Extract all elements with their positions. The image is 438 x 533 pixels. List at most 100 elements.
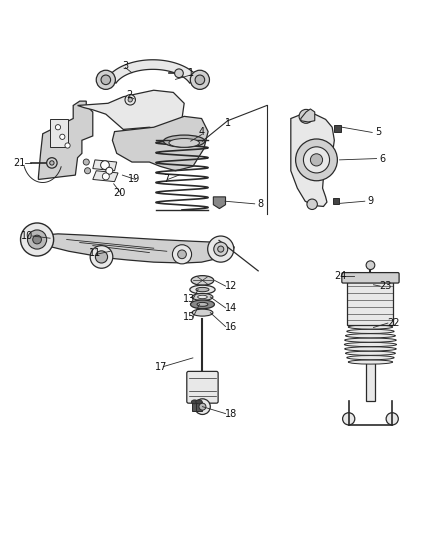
Ellipse shape [190, 285, 215, 294]
Polygon shape [291, 114, 334, 206]
Text: 6: 6 [379, 154, 385, 164]
Ellipse shape [169, 139, 199, 147]
Bar [347, 282, 393, 325]
Ellipse shape [191, 276, 214, 285]
Polygon shape [39, 101, 93, 180]
FancyBboxPatch shape [187, 372, 218, 403]
Circle shape [106, 167, 113, 174]
Ellipse shape [196, 400, 202, 404]
Text: 22: 22 [387, 318, 399, 328]
Ellipse shape [346, 334, 396, 338]
Circle shape [125, 94, 135, 105]
Circle shape [28, 230, 47, 249]
Circle shape [49, 161, 54, 165]
Circle shape [173, 245, 191, 264]
Text: 10: 10 [21, 231, 34, 241]
Circle shape [128, 98, 132, 102]
Polygon shape [93, 171, 118, 182]
Ellipse shape [191, 400, 198, 404]
Circle shape [21, 223, 53, 256]
Circle shape [343, 413, 355, 425]
Polygon shape [301, 109, 315, 122]
Circle shape [208, 236, 234, 262]
Bar [333, 198, 339, 204]
Circle shape [214, 242, 228, 256]
Circle shape [190, 70, 209, 90]
Polygon shape [78, 90, 184, 132]
Ellipse shape [163, 135, 205, 147]
Text: 17: 17 [155, 362, 168, 373]
Bar [366, 362, 375, 401]
Text: 18: 18 [225, 409, 237, 419]
Ellipse shape [348, 360, 392, 364]
FancyBboxPatch shape [342, 272, 399, 283]
Circle shape [60, 134, 65, 140]
Circle shape [311, 154, 322, 166]
Text: 2: 2 [127, 91, 133, 100]
Circle shape [195, 75, 205, 85]
Text: 1: 1 [187, 68, 194, 78]
Text: 12: 12 [225, 281, 237, 291]
Polygon shape [30, 234, 234, 263]
Circle shape [85, 168, 91, 174]
Circle shape [83, 159, 89, 165]
Text: 1: 1 [225, 118, 231, 128]
Text: 13: 13 [183, 294, 195, 304]
Circle shape [65, 143, 70, 148]
Circle shape [304, 147, 329, 173]
Circle shape [96, 70, 115, 90]
Circle shape [218, 246, 224, 252]
Ellipse shape [192, 294, 213, 301]
Bar [196, 402, 201, 411]
Circle shape [199, 403, 206, 410]
Circle shape [95, 251, 108, 263]
Circle shape [101, 75, 111, 85]
Text: 9: 9 [367, 196, 374, 206]
Text: 23: 23 [379, 281, 392, 291]
Circle shape [194, 399, 210, 415]
Circle shape [296, 139, 337, 181]
Ellipse shape [192, 309, 213, 316]
Text: 7: 7 [164, 174, 170, 184]
Polygon shape [106, 60, 200, 83]
Circle shape [101, 161, 110, 169]
Bar [50, 118, 67, 147]
Bar [192, 402, 197, 411]
Circle shape [47, 158, 57, 168]
Bar [334, 125, 341, 133]
Text: 24: 24 [334, 271, 346, 281]
Circle shape [175, 69, 184, 78]
Ellipse shape [191, 300, 215, 309]
Text: 21: 21 [14, 158, 26, 168]
Circle shape [90, 246, 113, 268]
Text: 16: 16 [225, 321, 237, 332]
Ellipse shape [348, 325, 392, 329]
Circle shape [366, 261, 375, 270]
Ellipse shape [345, 338, 396, 342]
Text: 20: 20 [113, 188, 126, 198]
Text: 11: 11 [89, 248, 101, 259]
Text: 5: 5 [375, 127, 381, 138]
Ellipse shape [347, 329, 394, 334]
Circle shape [102, 173, 110, 180]
Ellipse shape [346, 351, 396, 356]
Circle shape [33, 235, 42, 244]
Text: 15: 15 [183, 312, 196, 322]
Polygon shape [113, 116, 208, 171]
Text: 3: 3 [122, 61, 128, 71]
Circle shape [307, 199, 318, 209]
Text: 8: 8 [257, 199, 263, 209]
Circle shape [299, 109, 313, 123]
Circle shape [178, 250, 186, 259]
Ellipse shape [197, 302, 208, 306]
Ellipse shape [196, 287, 209, 292]
Circle shape [55, 125, 60, 130]
Ellipse shape [345, 347, 396, 351]
Circle shape [386, 413, 398, 425]
Text: 4: 4 [198, 127, 205, 138]
Polygon shape [213, 197, 226, 208]
Text: 14: 14 [225, 303, 237, 313]
Ellipse shape [347, 356, 394, 360]
Polygon shape [93, 160, 117, 171]
Ellipse shape [344, 342, 396, 346]
